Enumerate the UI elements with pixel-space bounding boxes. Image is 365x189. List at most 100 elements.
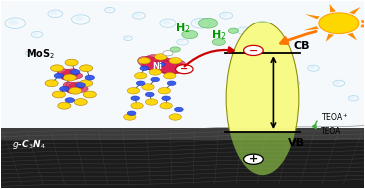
FancyBboxPatch shape [1, 128, 364, 188]
Circle shape [74, 99, 87, 105]
FancyBboxPatch shape [1, 1, 364, 141]
Text: TEOA: TEOA [321, 127, 341, 136]
Circle shape [27, 52, 31, 54]
Circle shape [151, 77, 160, 82]
Circle shape [286, 80, 294, 84]
Circle shape [136, 81, 145, 85]
Ellipse shape [142, 59, 173, 70]
Circle shape [243, 45, 263, 56]
Circle shape [149, 69, 161, 75]
Circle shape [69, 87, 82, 94]
Circle shape [182, 30, 198, 39]
Circle shape [160, 103, 172, 109]
Circle shape [8, 19, 18, 25]
Circle shape [309, 66, 315, 69]
Circle shape [222, 13, 228, 17]
Circle shape [65, 59, 78, 66]
Polygon shape [305, 14, 320, 19]
Circle shape [59, 86, 69, 91]
Circle shape [169, 57, 181, 64]
Ellipse shape [143, 55, 164, 70]
Circle shape [158, 88, 170, 94]
Text: $g$-C$_3$N$_4$: $g$-C$_3$N$_4$ [12, 138, 45, 151]
Circle shape [228, 28, 238, 33]
Polygon shape [349, 7, 360, 14]
Circle shape [74, 16, 84, 21]
Text: TEOA$^+$: TEOA$^+$ [321, 111, 349, 123]
Circle shape [127, 88, 139, 94]
Circle shape [145, 99, 158, 105]
Circle shape [269, 70, 275, 73]
Text: H$_2$: H$_2$ [175, 21, 190, 35]
Circle shape [199, 18, 218, 28]
Circle shape [52, 91, 65, 98]
Circle shape [85, 75, 95, 80]
Circle shape [76, 83, 85, 88]
Circle shape [162, 20, 170, 24]
Circle shape [138, 57, 150, 64]
Circle shape [54, 73, 64, 78]
Ellipse shape [59, 72, 83, 80]
Text: H$_2$: H$_2$ [211, 28, 227, 42]
Ellipse shape [138, 56, 164, 70]
Circle shape [163, 51, 173, 56]
Circle shape [178, 40, 184, 43]
Circle shape [45, 80, 58, 87]
Circle shape [58, 102, 71, 109]
Circle shape [131, 96, 139, 101]
Ellipse shape [66, 82, 84, 93]
Polygon shape [361, 20, 365, 23]
Ellipse shape [63, 82, 81, 93]
Circle shape [125, 37, 129, 39]
Circle shape [106, 8, 111, 11]
Circle shape [127, 111, 136, 115]
Circle shape [83, 91, 96, 98]
Text: Ni: Ni [152, 62, 162, 71]
Text: MoS$_2$: MoS$_2$ [26, 47, 55, 61]
Circle shape [212, 39, 226, 45]
Circle shape [169, 114, 181, 120]
Circle shape [239, 28, 246, 32]
Circle shape [63, 74, 76, 81]
Circle shape [70, 70, 80, 74]
Circle shape [145, 92, 154, 97]
Ellipse shape [61, 69, 78, 80]
Circle shape [140, 66, 149, 70]
Ellipse shape [58, 69, 76, 80]
Circle shape [33, 32, 39, 35]
Text: CB: CB [293, 41, 310, 51]
Circle shape [167, 81, 176, 85]
Circle shape [80, 80, 93, 87]
Text: VB: VB [288, 138, 305, 148]
Circle shape [50, 11, 57, 15]
Circle shape [50, 65, 64, 72]
Circle shape [124, 114, 136, 120]
Text: −: − [180, 64, 188, 74]
Circle shape [319, 13, 359, 33]
Polygon shape [303, 26, 319, 30]
Circle shape [176, 65, 193, 74]
Circle shape [194, 20, 204, 25]
Circle shape [156, 62, 165, 67]
Circle shape [142, 84, 154, 90]
Circle shape [131, 103, 143, 109]
Text: −: − [249, 45, 258, 55]
Ellipse shape [226, 21, 299, 175]
Ellipse shape [65, 85, 88, 93]
Ellipse shape [143, 56, 169, 70]
FancyBboxPatch shape [1, 128, 364, 139]
Polygon shape [326, 34, 334, 42]
Circle shape [164, 73, 176, 79]
Text: +: + [249, 154, 258, 164]
Ellipse shape [158, 63, 189, 74]
Polygon shape [330, 4, 336, 12]
Circle shape [135, 73, 147, 79]
Ellipse shape [226, 21, 299, 175]
Circle shape [65, 98, 74, 103]
Circle shape [174, 107, 183, 112]
Circle shape [243, 154, 263, 164]
Circle shape [350, 96, 355, 99]
Ellipse shape [159, 60, 185, 74]
Circle shape [335, 81, 341, 84]
Polygon shape [347, 33, 357, 40]
